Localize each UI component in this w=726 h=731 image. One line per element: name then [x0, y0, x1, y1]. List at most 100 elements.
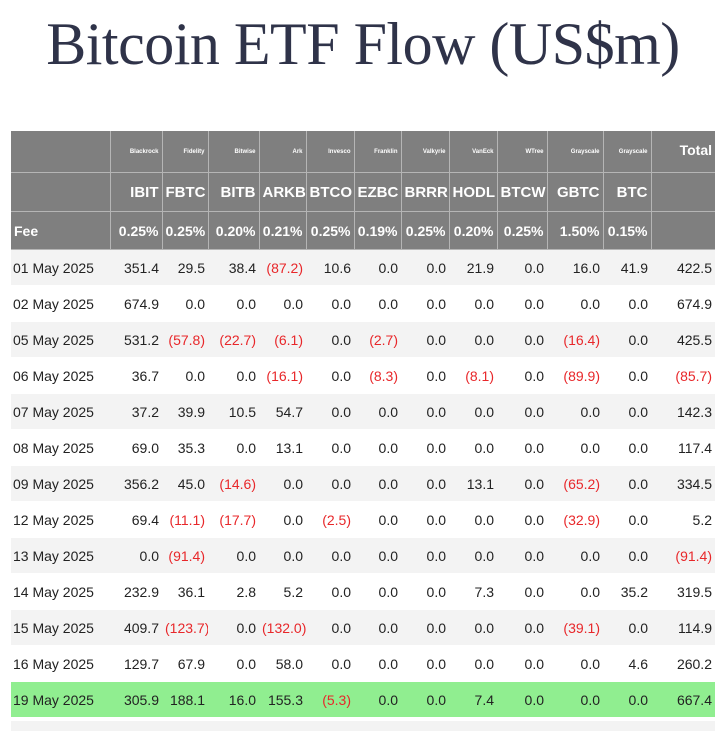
- flow-value-cell: 16.0: [208, 681, 259, 718]
- fee-header-cell: 1.50%: [547, 211, 604, 250]
- flow-value-cell: 0.0: [401, 573, 449, 610]
- flow-value-cell: 41.9: [603, 249, 651, 286]
- flow-value-cell: 0.0: [497, 393, 547, 430]
- flow-value-cell: 35.3: [162, 429, 208, 466]
- flow-value-cell: 0.0: [449, 501, 497, 538]
- date-cell: 05 May 2025: [11, 321, 110, 358]
- flow-value-cell: (32.9): [547, 501, 603, 538]
- date-cell: 07 May 2025: [11, 393, 110, 430]
- table-row: 08 May 2025 69.0 35.3 0.0 13.1 0.0 0.0 0.0 0.0 0.…: [11, 429, 715, 466]
- total-cell: 260.2: [651, 645, 715, 682]
- flow-value-cell: 0.0: [306, 285, 354, 322]
- flow-value-cell: 54.7: [259, 393, 306, 430]
- flow-value-cell: 0.0: [401, 537, 449, 574]
- total-cell: (85.7): [651, 357, 715, 394]
- ticker-header-row: IBIT FBTC BITB ARKB BTCO EZBC BRRR HODL BTCW GBTC…: [11, 172, 715, 212]
- flow-value-cell: 10.5: [208, 393, 259, 430]
- total-cell: 5.2: [651, 501, 715, 538]
- flow-value-cell: (87.2): [259, 249, 306, 286]
- table-row: 06 May 2025 36.7 0.0 0.0 (16.1) 0.0 (8.3) 0.0 (8…: [11, 357, 715, 394]
- total-cell: 114.9: [651, 609, 715, 646]
- flow-value-cell: 0.0: [401, 321, 449, 358]
- flow-value-cell: 37.2: [110, 393, 162, 430]
- ticker-header-cell: BTC: [603, 172, 652, 212]
- flow-value-cell: 0.0: [547, 393, 603, 430]
- flow-value-cell: 58.0: [259, 645, 306, 682]
- ticker-header-cell: BRRR: [401, 172, 450, 212]
- flow-value-cell: 0.0: [162, 285, 208, 322]
- total-cell: 667.4: [651, 681, 715, 718]
- flow-value-cell: 0.0: [547, 681, 603, 718]
- date-cell: 02 May 2025: [11, 285, 110, 322]
- flow-value-cell: 0.0: [354, 429, 401, 466]
- flow-value-cell: 0.0: [603, 429, 651, 466]
- flow-value-cell: 0.0: [497, 321, 547, 358]
- flow-value-cell: 0.0: [208, 645, 259, 682]
- issuer-header-cell: Invesco: [306, 131, 355, 173]
- flow-value-cell: (5.3): [306, 681, 354, 718]
- flow-value-cell: (16.1): [259, 357, 306, 394]
- total-cell: 319.5: [651, 573, 715, 610]
- table-row: 07 May 2025 37.2 39.9 10.5 54.7 0.0 0.0 0.0 0.0 0…: [11, 393, 715, 430]
- flow-value-cell: 531.2: [110, 321, 162, 358]
- table-row-latest: 19 May 2025 305.9 188.1 16.0 155.3 (5.3) 0.0 0.…: [11, 681, 715, 718]
- flow-value-cell: 155.3: [259, 681, 306, 718]
- issuer-header-cell: Bitwise: [208, 131, 260, 173]
- fee-header-cell: 0.20%: [208, 211, 260, 250]
- flow-value-cell: (8.1): [449, 357, 497, 394]
- flow-value-cell: 0.0: [497, 609, 547, 646]
- date-cell: 12 May 2025: [11, 501, 110, 538]
- flow-value-cell: 0.0: [401, 357, 449, 394]
- ticker-header-cell: [651, 172, 715, 212]
- flow-table-body: 01 May 2025 351.4 29.5 38.4 (87.2) 10.6 0.0 0.0…: [11, 249, 715, 718]
- issuer-header-cell: [11, 131, 111, 173]
- flow-value-cell: 0.0: [603, 321, 651, 358]
- flow-value-cell: 0.0: [401, 645, 449, 682]
- flow-value-cell: 0.0: [497, 285, 547, 322]
- flow-value-cell: 45.0: [162, 465, 208, 502]
- total-cell: 142.3: [651, 393, 715, 430]
- flow-value-cell: 0.0: [110, 537, 162, 574]
- flow-value-cell: 0.0: [547, 537, 603, 574]
- flow-value-cell: 7.3: [449, 573, 497, 610]
- flow-value-cell: 0.0: [259, 465, 306, 502]
- flow-value-cell: 0.0: [354, 609, 401, 646]
- flow-value-cell: 0.0: [208, 609, 259, 646]
- flow-value-cell: 0.0: [497, 681, 547, 718]
- table-row: 12 May 2025 69.4 (11.1) (17.7) 0.0 (2.5) 0.0 0.…: [11, 501, 715, 538]
- issuer-header-cell: VanEck: [449, 131, 498, 173]
- flow-value-cell: 4.6: [603, 645, 651, 682]
- flow-value-cell: (123.7): [162, 609, 208, 646]
- ticker-header-cell: BTCO: [306, 172, 355, 212]
- total-cell: (91.4): [651, 537, 715, 574]
- flow-value-cell: 0.0: [497, 465, 547, 502]
- table-row: 05 May 2025 531.2 (57.8) (22.7) (6.1) 0.0 (2.7…: [11, 321, 715, 358]
- page-title: Bitcoin ETF Flow (US$m): [46, 11, 680, 77]
- flow-value-cell: 0.0: [497, 537, 547, 574]
- flow-value-cell: (8.3): [354, 357, 401, 394]
- flow-value-cell: 0.0: [162, 357, 208, 394]
- flow-value-cell: (91.4): [162, 537, 208, 574]
- flow-value-cell: 0.0: [306, 537, 354, 574]
- flow-value-cell: 0.0: [603, 501, 651, 538]
- flow-value-cell: 21.9: [449, 249, 497, 286]
- ticker-header-cell: BTCW: [497, 172, 548, 212]
- fee-header-cell: 0.15%: [603, 211, 652, 250]
- flow-value-cell: 0.0: [208, 429, 259, 466]
- flow-value-cell: 0.0: [208, 537, 259, 574]
- flow-value-cell: 0.0: [306, 573, 354, 610]
- date-cell: 16 May 2025: [11, 645, 110, 682]
- flow-value-cell: 0.0: [354, 537, 401, 574]
- ticker-header-cell: BITB: [208, 172, 260, 212]
- table-row: 14 May 2025 232.9 36.1 2.8 5.2 0.0 0.0 0.0 7.3 0.…: [11, 573, 715, 610]
- flow-value-cell: 356.2: [110, 465, 162, 502]
- flow-value-cell: (11.1): [162, 501, 208, 538]
- table-row: 09 May 2025 356.2 45.0 (14.6) 0.0 0.0 0.0 0.0 13…: [11, 465, 715, 502]
- table-row: 02 May 2025 674.9 0.0 0.0 0.0 0.0 0.0 0.0 0.0 0.0…: [11, 285, 715, 322]
- flow-value-cell: 39.9: [162, 393, 208, 430]
- flow-value-cell: 7.4: [449, 681, 497, 718]
- flow-value-cell: 351.4: [110, 249, 162, 286]
- flow-value-cell: 0.0: [449, 285, 497, 322]
- flow-value-cell: 0.0: [401, 285, 449, 322]
- flow-value-cell: 0.0: [603, 357, 651, 394]
